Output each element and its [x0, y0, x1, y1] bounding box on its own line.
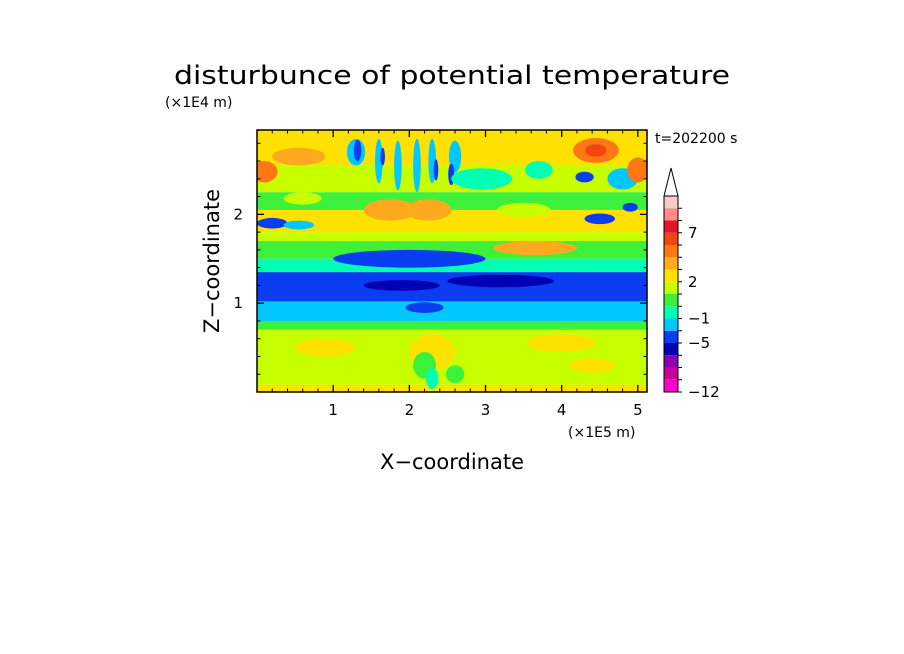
colorbar-label-1: 2	[688, 273, 698, 291]
colorbar-swatch-12	[664, 232, 678, 245]
field-patch-10	[413, 138, 421, 193]
colorbar-swatch-1	[664, 367, 678, 380]
field-patch-13	[433, 159, 439, 181]
colorbar-swatch-7	[664, 294, 678, 307]
x-tick-label-0: 1	[328, 401, 338, 419]
colorbar-label-0: 7	[688, 224, 698, 242]
colorbar-swatch-0	[664, 379, 678, 392]
colorbar-label-3: −5	[688, 334, 710, 352]
y-multiplier-label: (×1E4 m)	[165, 95, 232, 111]
x-tick-label-4: 5	[633, 401, 643, 419]
field-patch-17	[525, 161, 553, 179]
x-axis-ticks: 1 2 3 4 5	[271, 130, 643, 419]
field-band-9	[257, 192, 647, 210]
field-patch-2	[283, 192, 322, 205]
field-patch-16	[451, 168, 513, 190]
x-tick-label-1: 2	[405, 401, 415, 419]
field-band-0	[257, 384, 647, 392]
field-band-8	[257, 209, 647, 233]
field-patch-22	[627, 157, 647, 183]
colorbar-swatch-4	[664, 330, 678, 343]
field-patch-24	[622, 202, 638, 212]
field-patch-25	[493, 241, 577, 256]
y-tick-label-1: 2	[233, 205, 243, 223]
plot-area	[257, 130, 647, 392]
field-patch-28	[333, 249, 486, 268]
plot-frame	[256, 129, 648, 393]
field-patch-34	[295, 338, 357, 357]
colorbar-swatch-15	[664, 196, 678, 209]
field-patch-7	[353, 139, 362, 162]
field-patch-15	[380, 147, 385, 166]
colorbar: 7 2 −1 −5 −12	[663, 167, 720, 401]
chart-title: disturbunce of potential temperature	[174, 61, 730, 91]
field-patch-35	[527, 334, 596, 353]
colorbar-swatch-10	[664, 257, 678, 270]
time-label: t=202200 s	[655, 131, 737, 147]
field-band-2	[257, 320, 647, 330]
field-patch-1	[272, 147, 326, 166]
colorbar-swatch-8	[664, 281, 678, 294]
field-patch-31	[561, 288, 638, 300]
field-patches	[257, 137, 647, 390]
colorbar-swatch-9	[664, 269, 678, 282]
colorbar-label-4: −12	[688, 383, 720, 401]
colorbar-swatch-3	[664, 343, 678, 356]
field-patch-3	[336, 163, 406, 186]
field-patch-20	[575, 171, 594, 183]
y-axis-ticks: 12	[233, 142, 647, 375]
colorbar-label-2: −1	[688, 310, 710, 328]
colorbar-swatch-13	[664, 220, 678, 233]
colorbar-swatch-5	[664, 318, 678, 331]
field-band-7	[257, 232, 647, 242]
field-patch-38	[445, 365, 465, 384]
field-patch-0	[257, 161, 278, 183]
field-patch-4	[363, 199, 417, 221]
field-patch-29	[447, 274, 555, 288]
field-patch-8	[375, 138, 383, 184]
field-patch-9	[394, 140, 402, 191]
field-patch-40	[496, 202, 551, 218]
colorbar-swatch-11	[664, 245, 678, 258]
colorbar-swatch-6	[664, 306, 678, 319]
field-patch-37	[426, 368, 439, 390]
field-patch-30	[363, 280, 440, 291]
field-patch-19	[585, 144, 607, 157]
field-patch-39	[569, 358, 616, 373]
colorbar-extend-arrow	[663, 167, 679, 197]
x-axis-label: X−coordinate	[380, 450, 524, 474]
x-multiplier-label: (×1E5 m)	[568, 425, 635, 441]
field-patch-26	[257, 217, 288, 229]
field-patch-5	[405, 199, 452, 221]
field-band-3	[257, 301, 647, 321]
x-tick-label-2: 3	[481, 401, 491, 419]
y-axis-label: Z−coordinate	[200, 189, 224, 333]
field-patch-32	[405, 302, 444, 313]
y-tick-label-0: 1	[233, 294, 243, 312]
x-tick-label-3: 4	[557, 401, 567, 419]
field-patch-27	[283, 220, 315, 230]
field-patch-23	[584, 213, 616, 225]
colorbar-swatch-14	[664, 208, 678, 221]
colorbar-swatch-2	[664, 355, 678, 368]
